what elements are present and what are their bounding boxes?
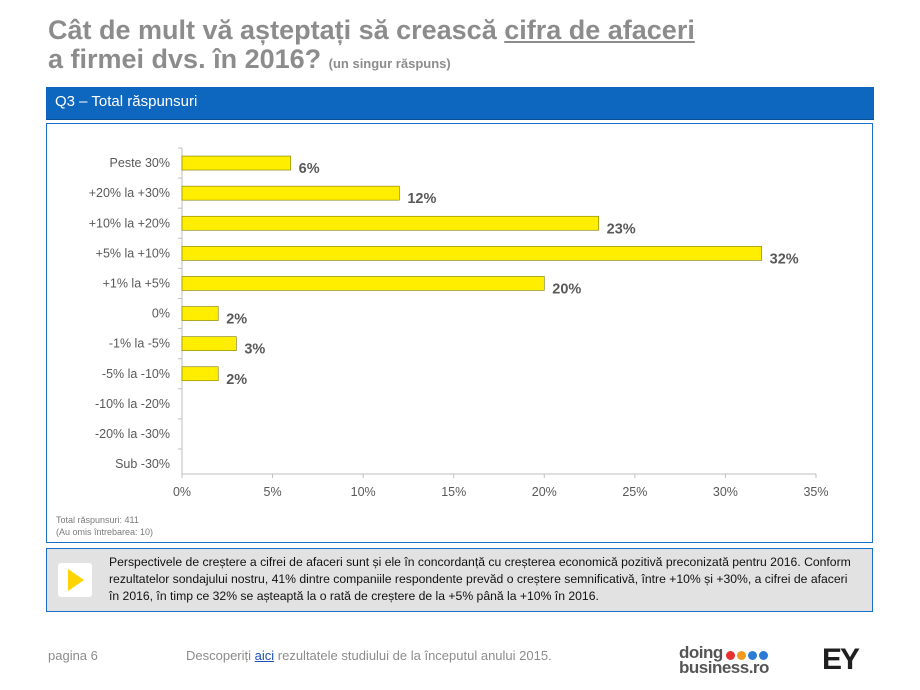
- data-label: 3%: [244, 342, 265, 358]
- category-label: +1% la +5%: [103, 276, 170, 290]
- data-label: 23%: [607, 221, 636, 237]
- discover-link[interactable]: aici: [254, 648, 275, 663]
- data-label: 6%: [299, 161, 320, 177]
- category-label: -20% la -30%: [95, 427, 170, 441]
- chart-panel: Peste 30% 6% +20% la +30% 12% +10% la +20% 23…: [46, 123, 873, 543]
- logo-dot-blue: [759, 651, 768, 660]
- insight-play-icon: [58, 563, 92, 597]
- bar: [181, 246, 762, 261]
- x-tick-label: 30%: [713, 485, 738, 499]
- data-label: 2%: [226, 312, 247, 328]
- bar: [181, 306, 219, 321]
- category-label: +20% la +30%: [89, 186, 170, 200]
- insight-text: Perspectivele de creștere a cifrei de af…: [109, 555, 851, 603]
- x-tick-label: 35%: [803, 485, 828, 499]
- doingbusiness-logo[interactable]: doing business.ro: [679, 643, 769, 677]
- title-highlight: cifra de afaceri: [504, 15, 695, 45]
- category-label: 0%: [152, 307, 170, 321]
- bar: [181, 336, 237, 351]
- question-header-bar: Q3 – Total răspunsuri: [46, 87, 874, 120]
- question-label: Q3 – Total răspunsuri: [55, 93, 198, 110]
- x-tick-label: 15%: [441, 485, 466, 499]
- data-label: 32%: [770, 251, 799, 267]
- category-label: +10% la +20%: [89, 216, 170, 230]
- category-label: Peste 30%: [110, 156, 170, 170]
- category-label: -5% la -10%: [102, 367, 170, 381]
- chart-notes: Total răspunsuri: 411 (Au omis întrebare…: [56, 514, 153, 538]
- data-label: 2%: [226, 372, 247, 388]
- x-tick-label: 10%: [351, 485, 376, 499]
- x-tick-label: 20%: [532, 485, 557, 499]
- logo-dot-blue: [748, 651, 757, 660]
- bar-chart: Peste 30% 6% +20% la +30% 12% +10% la +20% 23…: [89, 147, 829, 499]
- bar: [181, 155, 291, 171]
- x-tick-label: 5%: [264, 485, 282, 499]
- logo-dot-orange: [737, 651, 746, 660]
- category-label: -10% la -20%: [95, 397, 170, 411]
- title-suffix: (un singur răspuns): [328, 56, 451, 71]
- insight-box: Perspectivele de creștere a cifrei de af…: [46, 548, 873, 612]
- category-label: Sub -30%: [115, 457, 170, 471]
- bar: [181, 276, 545, 291]
- page-number: pagina 6: [48, 648, 98, 663]
- total-responses: Total răspunsuri: 411: [56, 515, 139, 525]
- x-tick-label: 25%: [622, 485, 647, 499]
- bar: [181, 215, 599, 231]
- omitted-responses: (Au omis întrebarea: 10): [56, 527, 154, 537]
- data-label: 20%: [552, 281, 581, 297]
- ey-logo[interactable]: EY: [822, 643, 860, 676]
- bar: [181, 366, 219, 382]
- category-label: -1% la -5%: [109, 337, 170, 351]
- x-tick-label: 0%: [173, 485, 191, 499]
- data-label: 12%: [407, 191, 436, 207]
- bar: [181, 185, 400, 201]
- footer-discover: Descoperiți aici rezultatele studiului d…: [186, 648, 552, 663]
- logo-dot-red: [726, 651, 735, 660]
- category-label: +5% la +10%: [96, 246, 170, 260]
- page-title: Cât de mult vă așteptați să crească cifr…: [48, 15, 695, 74]
